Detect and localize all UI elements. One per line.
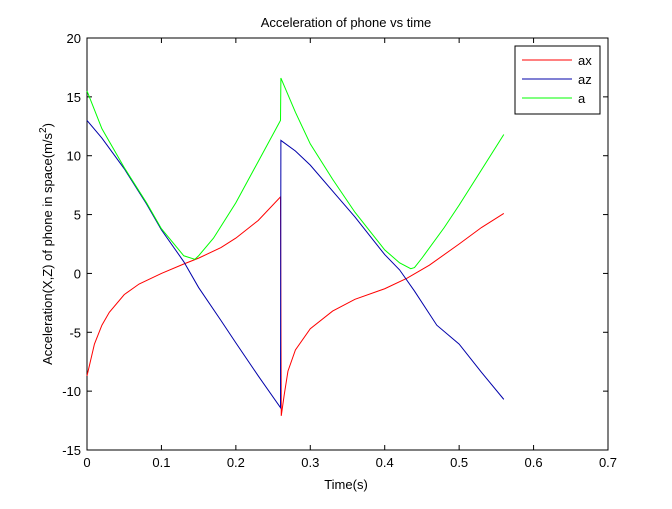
y-tick-label: -10 [62,384,81,399]
y-tick-label: -15 [62,443,81,458]
y-axis-label: Acceleration(X,Z) of phone in space(m/s2… [38,123,55,365]
y-tick-label: -5 [69,325,81,340]
x-tick-label: 0.7 [599,455,617,470]
chart-title: Acceleration of phone vs time [261,15,432,30]
x-tick-label: 0.1 [152,455,170,470]
x-tick-label: 0.2 [227,455,245,470]
legend-label-ax: ax [578,53,592,68]
x-tick-label: 0.6 [525,455,543,470]
legend-label-a: a [578,91,586,106]
x-tick-label: 0.5 [450,455,468,470]
series-line-a [86,77,505,270]
legend: ax az a [514,45,601,115]
y-tick-label: 5 [74,208,81,223]
y-tick-label: 20 [67,31,81,46]
x-tick-label: 0.4 [376,455,394,470]
y-axis-label-superscript: 2 [38,127,49,133]
y-axis-ticks: -15 -10 -5 0 5 10 15 20 [62,31,608,458]
series-line-az [86,120,505,410]
x-axis-label: Time(s) [324,477,368,492]
series-lines [86,77,505,416]
y-axis-label-suffix: ) [40,123,55,127]
y-tick-label: 15 [67,90,81,105]
legend-box [514,45,601,115]
x-tick-label: 0.3 [301,455,319,470]
legend-label-az: az [578,72,592,87]
y-axis-label-main: Acceleration(X,Z) of phone in space(m/s [40,132,55,364]
y-tick-label: 0 [74,266,81,281]
y-tick-label: 10 [67,149,81,164]
x-tick-label: 0 [83,455,90,470]
x-axis-ticks: 0 0.1 0.2 0.3 0.4 0.5 0.6 0.7 [83,38,617,470]
